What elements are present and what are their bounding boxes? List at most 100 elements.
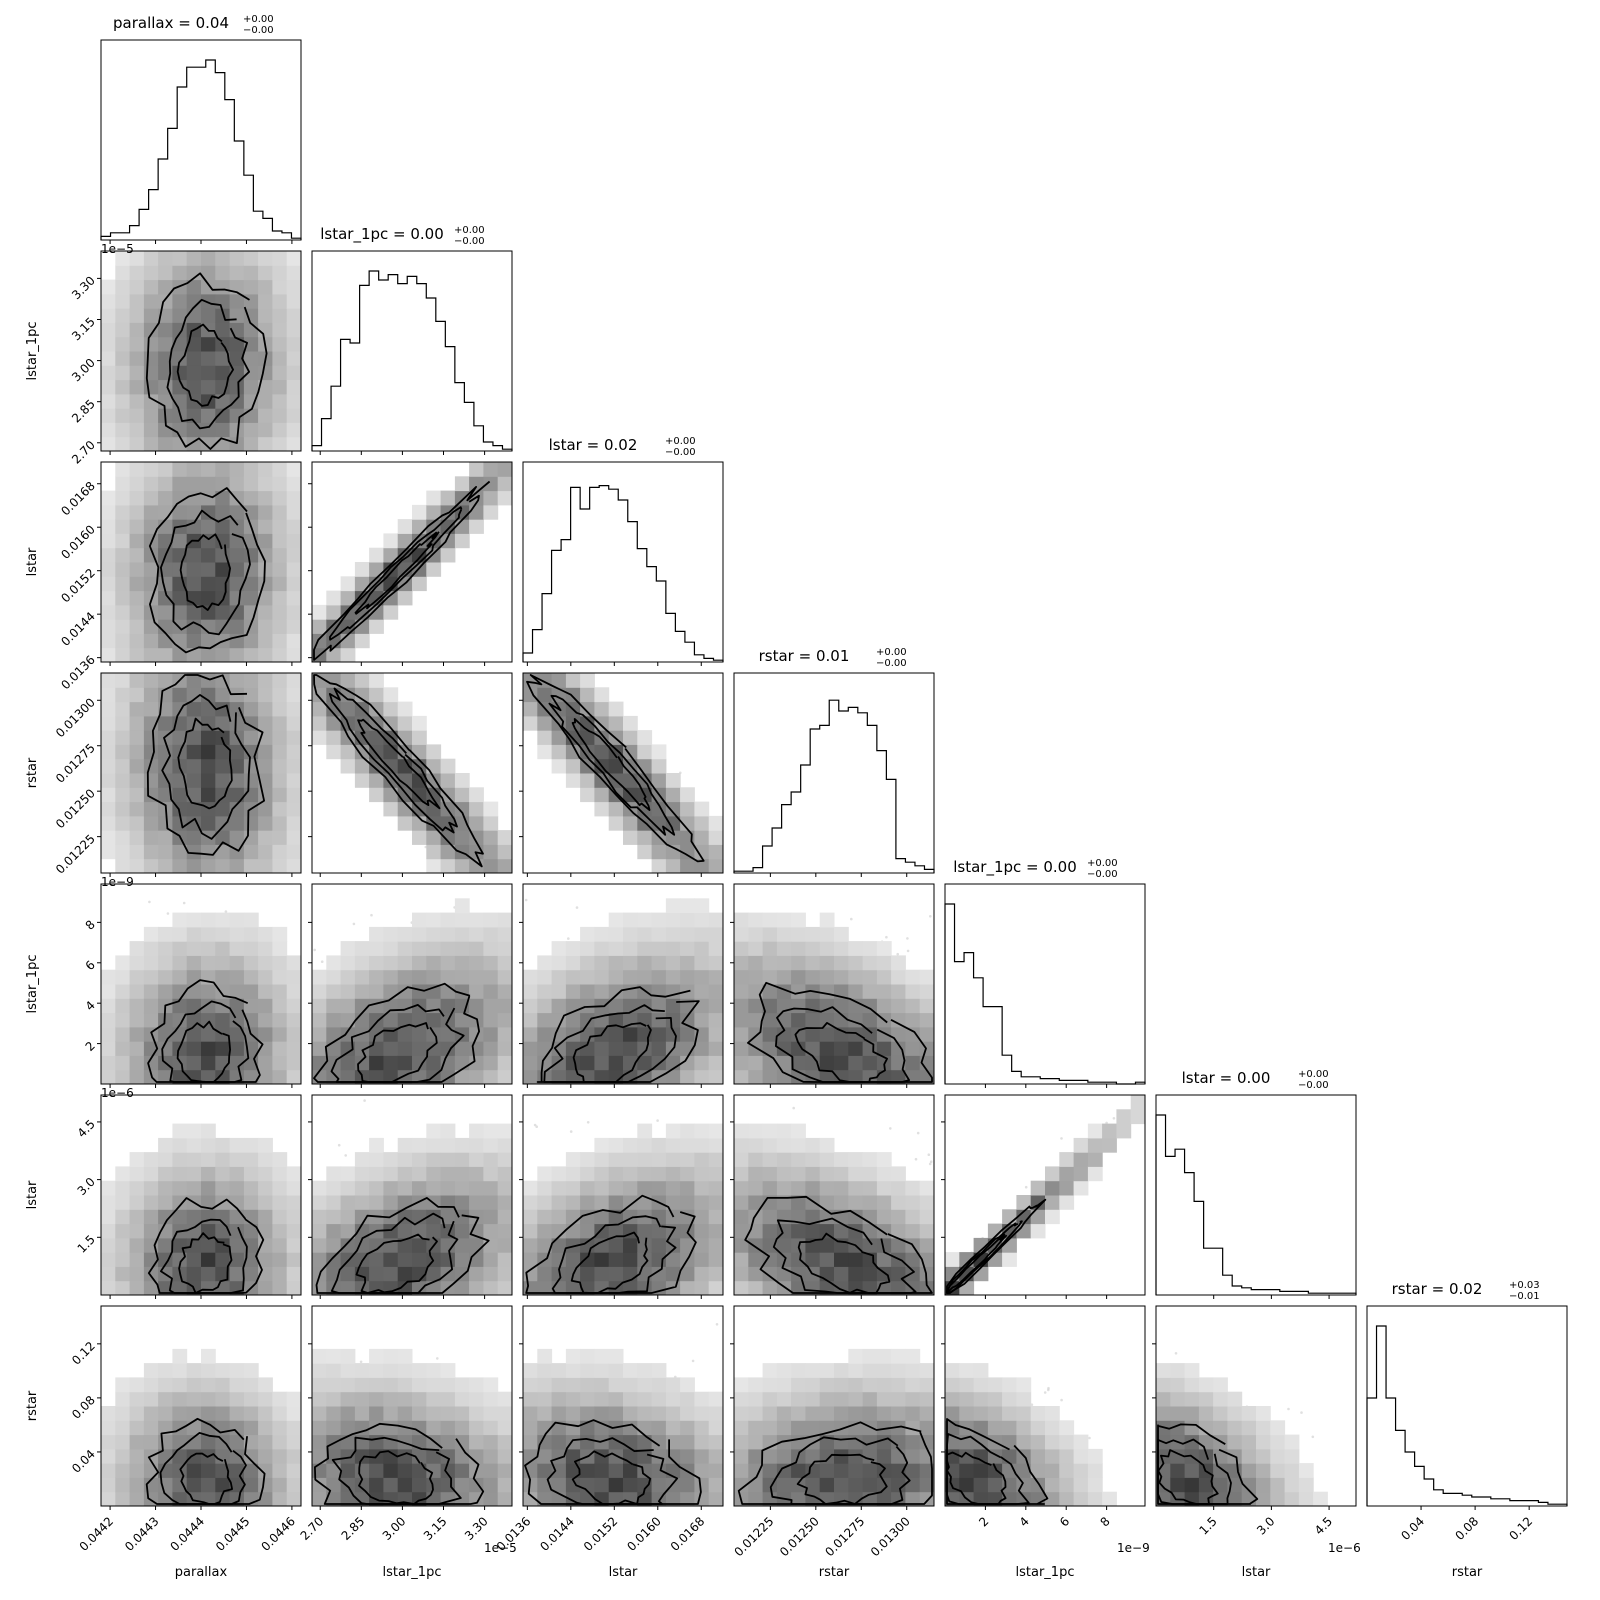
density-cell (791, 998, 806, 1014)
density-cell (397, 1223, 413, 1239)
density-cell (272, 504, 288, 520)
density-cell (412, 955, 427, 971)
density-cell (734, 1041, 749, 1056)
density-cell (115, 1041, 131, 1056)
density-cell (215, 1391, 231, 1407)
density-cell (862, 984, 878, 999)
sample-point (370, 913, 373, 917)
y-tick-label: 0.01275 (53, 741, 98, 786)
density-cell (272, 1166, 288, 1182)
density-cell (158, 1166, 173, 1182)
density-cell (369, 773, 384, 788)
x-tick-label: 0.0445 (213, 1514, 253, 1554)
density-cell (201, 1348, 216, 1364)
density-cell (172, 604, 188, 620)
density-cell (258, 1012, 273, 1028)
density-cell (791, 1152, 806, 1167)
density-cell (101, 1420, 116, 1436)
density-cell (201, 1223, 216, 1239)
density-cell (143, 844, 159, 860)
density-cell (286, 969, 302, 985)
density-cell (340, 1195, 356, 1210)
density-cell (243, 912, 259, 928)
density-cell (680, 941, 695, 956)
density-cell (623, 1180, 638, 1196)
density-cell (426, 504, 442, 520)
density-cell (101, 1266, 116, 1282)
density-cell (594, 1180, 610, 1196)
density-cell (440, 955, 456, 971)
density-cell (101, 1223, 116, 1239)
contour-level-1 (176, 323, 234, 407)
density-cell (551, 1209, 567, 1225)
density-cell (1045, 1180, 1060, 1196)
density-cell (286, 830, 302, 845)
density-cell (172, 1448, 188, 1464)
x-tick-label: 0.0442 (77, 1514, 117, 1554)
density-cell (143, 490, 159, 506)
density-cell (129, 265, 145, 281)
sample-point (906, 937, 909, 940)
density-cell (340, 1012, 356, 1028)
density-cell (143, 265, 159, 281)
density-cell (158, 590, 173, 606)
density-cell (272, 815, 288, 831)
density-cell (129, 1252, 145, 1267)
density-cell (129, 393, 145, 409)
density-cell (215, 1041, 231, 1056)
density-cell (623, 1041, 638, 1056)
density-cell (440, 912, 456, 928)
density-cell (186, 604, 202, 620)
density-cell (272, 422, 288, 438)
density-cell (143, 504, 159, 520)
density-cell (215, 715, 231, 731)
sample-point (792, 1106, 795, 1110)
density-cell (243, 336, 259, 352)
density-cell (340, 998, 356, 1014)
density-cell (172, 633, 188, 649)
density-cell (243, 941, 259, 956)
density-cell (258, 547, 273, 563)
sample-point (929, 915, 932, 918)
density-cell (748, 969, 764, 985)
density-cell (215, 251, 231, 266)
density-cell (158, 1152, 173, 1167)
density-cell (623, 1252, 638, 1267)
density-cell (651, 1252, 667, 1267)
density-cell (201, 351, 216, 366)
density-cell (229, 462, 245, 477)
density-cell (551, 984, 567, 999)
density-cell (905, 1180, 921, 1196)
density-cell (258, 279, 273, 295)
density-cell (172, 476, 188, 492)
density-cell (440, 858, 456, 874)
density-cell (497, 1137, 513, 1153)
density-cell (326, 1237, 342, 1253)
density-cell (101, 1195, 116, 1210)
density-cell (891, 1026, 906, 1042)
density-cell (369, 941, 384, 956)
sample-point (182, 901, 186, 905)
y-tick-label: 0.04 (69, 1447, 98, 1476)
density-cell (665, 1137, 681, 1153)
density-cell (286, 308, 302, 323)
density-cell (1002, 1252, 1017, 1267)
density-cell (186, 1209, 202, 1225)
density-cell (440, 1137, 456, 1153)
density-cell (1102, 1123, 1117, 1139)
density-cell (286, 504, 302, 520)
density-cell (101, 969, 116, 985)
density-cell (637, 1237, 653, 1253)
density-cell (286, 490, 302, 506)
density-cell (891, 1209, 906, 1225)
density-cell (708, 1166, 724, 1182)
density-cell (129, 998, 145, 1014)
density-cell (129, 1026, 145, 1042)
density-cell (340, 1166, 356, 1182)
density-cell (469, 998, 484, 1014)
density-cell (383, 1055, 399, 1071)
density-cell (186, 1137, 202, 1153)
density-cell (129, 576, 145, 592)
density-cell (454, 1195, 470, 1210)
